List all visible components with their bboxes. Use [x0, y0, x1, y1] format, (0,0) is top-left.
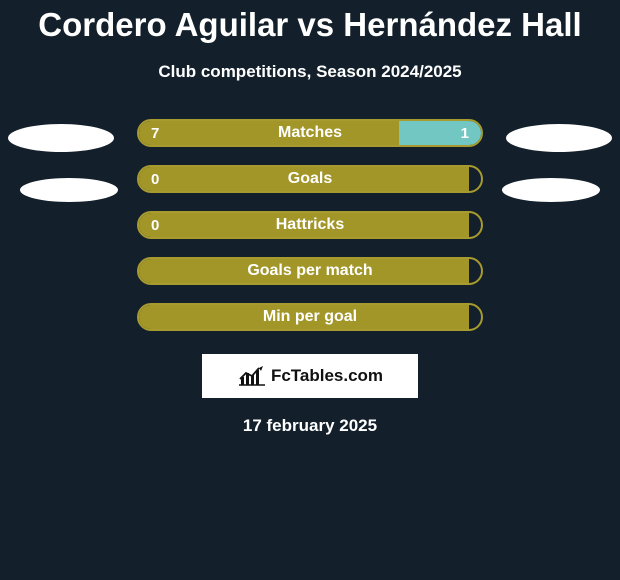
stat-row-matches: 7 1 Matches	[0, 110, 620, 156]
stat-row-mpg: Min per goal	[0, 294, 620, 340]
stat-rows: 7 1 Matches 0 Goals 0	[0, 110, 620, 340]
stat-row-hattricks: 0 Hattricks	[0, 202, 620, 248]
stat-left-segment: 0	[139, 213, 469, 237]
stat-bar: Goals per match	[137, 257, 483, 285]
stat-left-value: 7	[151, 125, 159, 142]
comparison-infographic: Cordero Aguilar vs Hernández Hall Club c…	[0, 0, 620, 580]
stat-left-value: 0	[151, 217, 159, 234]
stat-left-segment: 7	[139, 121, 399, 145]
stat-right-segment	[469, 167, 481, 191]
stat-right-segment	[469, 305, 481, 329]
page-title: Cordero Aguilar vs Hernández Hall	[0, 0, 620, 44]
stat-bar: 0 Hattricks	[137, 211, 483, 239]
page-subtitle: Club competitions, Season 2024/2025	[0, 62, 620, 82]
stat-right-value: 1	[461, 125, 469, 142]
stat-left-segment	[139, 305, 469, 329]
stat-left-segment: 0	[139, 167, 469, 191]
source-logo: FcTables.com	[202, 354, 418, 398]
logo-text: FcTables.com	[271, 366, 383, 386]
stat-right-segment	[469, 213, 481, 237]
stat-row-goals: 0 Goals	[0, 156, 620, 202]
stat-right-segment	[469, 259, 481, 283]
stat-bar: 7 1 Matches	[137, 119, 483, 147]
chart-icon	[237, 365, 267, 387]
stat-bar: 0 Goals	[137, 165, 483, 193]
stat-right-segment: 1	[399, 121, 481, 145]
stat-row-gpm: Goals per match	[0, 248, 620, 294]
date-label: 17 february 2025	[0, 416, 620, 436]
stat-left-value: 0	[151, 171, 159, 188]
stat-bar: Min per goal	[137, 303, 483, 331]
stat-left-segment	[139, 259, 469, 283]
